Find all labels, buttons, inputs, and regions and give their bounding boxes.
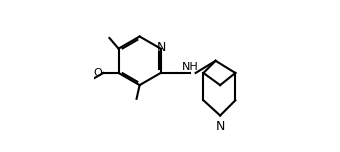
Text: N: N [216,120,225,133]
Text: N: N [157,41,166,54]
Text: O: O [94,68,103,78]
Text: NH: NH [182,62,199,72]
